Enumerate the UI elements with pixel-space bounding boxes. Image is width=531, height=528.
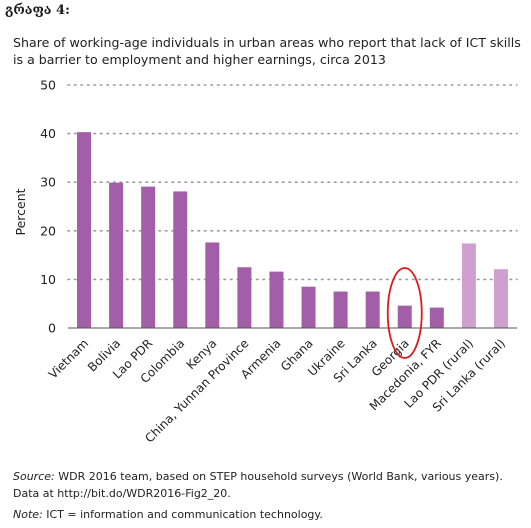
y-tick-label: 40 (40, 126, 56, 141)
bar (173, 191, 188, 328)
bar (269, 271, 284, 328)
source-text: WDR 2016 team, based on STEP household s… (13, 470, 503, 500)
y-axis-label: Percent (13, 188, 28, 235)
y-axis-ticks: 0 10 20 30 40 50 (40, 78, 56, 336)
y-tick-label: 50 (40, 78, 56, 93)
bar (77, 132, 92, 328)
figure-heading: გრაფა 4: (5, 3, 70, 18)
y-tick-label: 0 (48, 321, 56, 336)
bar (237, 267, 252, 328)
source-label: Source: (13, 470, 55, 483)
bar (461, 243, 476, 328)
bar (493, 269, 508, 328)
y-tick-label: 10 (40, 272, 56, 287)
highlight-ellipse (386, 267, 423, 359)
bar (333, 291, 348, 328)
bar (301, 286, 316, 328)
footer: Source: WDR 2016 team, based on STEP hou… (13, 468, 525, 523)
note-text: ICT = information and communication tech… (42, 508, 323, 521)
x-tick-label: Vietnam (46, 336, 91, 381)
bar (141, 186, 156, 328)
bar (205, 242, 220, 328)
bar (365, 291, 380, 328)
highlight-group (386, 267, 423, 359)
bars (77, 132, 508, 328)
gridlines (67, 84, 518, 281)
chart-title: Share of working-age individuals in urba… (13, 35, 521, 67)
bar (397, 305, 412, 328)
note-label: Note: (13, 508, 43, 521)
y-tick-label: 30 (40, 175, 56, 190)
y-tick-label: 20 (40, 223, 56, 238)
bar (429, 307, 444, 328)
bar (109, 182, 124, 328)
